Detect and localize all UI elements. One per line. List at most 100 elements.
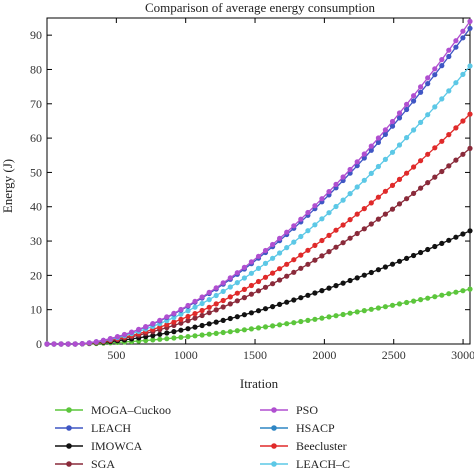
data-point (425, 81, 431, 87)
data-point (227, 275, 233, 281)
data-point (241, 312, 247, 318)
data-point (467, 228, 473, 234)
data-point (333, 181, 339, 187)
y-tick-label: 80 (30, 62, 42, 76)
data-point (389, 302, 396, 308)
data-point (432, 294, 438, 300)
data-point (121, 331, 128, 338)
data-point (326, 314, 332, 320)
data-point (460, 118, 466, 124)
legend-label: MOGA–Cuckoo (91, 403, 171, 417)
data-point (65, 341, 71, 347)
data-point (375, 267, 381, 273)
data-point (389, 149, 396, 155)
data-point (185, 334, 191, 340)
x-axis-title: Itration (240, 376, 279, 391)
data-point (305, 261, 311, 267)
legend-item: LEACH–C (260, 457, 350, 470)
data-point (326, 249, 332, 255)
data-point (382, 264, 388, 270)
data-point (157, 331, 163, 337)
data-point (213, 319, 219, 325)
data-point (171, 310, 177, 316)
data-point (178, 311, 184, 317)
data-point (354, 275, 360, 281)
data-point (107, 336, 113, 342)
data-point (298, 252, 304, 258)
data-point (347, 235, 353, 241)
data-point (326, 232, 332, 238)
data-point (418, 119, 424, 125)
data-point (411, 190, 417, 196)
data-point (333, 313, 339, 319)
data-point (319, 237, 325, 244)
x-tick-label: 2500 (382, 348, 406, 362)
data-point (270, 281, 276, 287)
data-point (467, 18, 473, 24)
data-point (361, 226, 367, 232)
data-point (270, 270, 276, 276)
data-point (382, 156, 388, 162)
data-point (213, 307, 219, 313)
data-point (305, 317, 311, 323)
data-point (305, 228, 311, 234)
data-point (248, 291, 254, 297)
data-point (319, 196, 325, 202)
data-point (354, 230, 360, 237)
data-point (270, 255, 276, 261)
legend-item: PSO (260, 403, 318, 417)
series-line (47, 27, 471, 345)
data-point (453, 44, 459, 50)
data-point (277, 235, 283, 241)
data-point (171, 319, 177, 325)
data-point (72, 341, 78, 347)
data-point (404, 255, 410, 261)
legend-label: LEACH–C (296, 457, 350, 470)
legend-swatch-marker (66, 443, 72, 449)
x-tick-label: 500 (107, 348, 125, 362)
data-point (319, 216, 325, 222)
data-point (213, 301, 219, 307)
data-point (439, 138, 445, 144)
series-line (47, 288, 471, 345)
data-point (460, 231, 466, 237)
data-point (432, 243, 438, 250)
data-point (333, 227, 339, 233)
data-point (241, 295, 247, 301)
data-point (291, 239, 297, 245)
legend-swatch-marker (271, 443, 277, 449)
data-point (291, 223, 297, 229)
data-point (58, 341, 64, 347)
data-point (298, 216, 304, 222)
data-point (411, 252, 417, 259)
x-tick-label: 3000 (451, 348, 474, 362)
data-point (368, 147, 374, 153)
data-point (227, 329, 233, 335)
data-point (404, 196, 410, 202)
data-point (354, 163, 360, 169)
data-point (418, 158, 424, 164)
series-layer (44, 18, 473, 347)
data-point (312, 257, 318, 263)
legend-swatch-marker (271, 407, 277, 413)
data-point (396, 110, 403, 116)
y-tick-label: 70 (30, 97, 42, 111)
data-point (234, 314, 240, 320)
data-point (262, 274, 269, 280)
data-point (432, 72, 438, 78)
legend-swatch-marker (271, 461, 277, 467)
data-point (425, 151, 431, 157)
data-point (305, 292, 311, 298)
data-point (446, 88, 452, 94)
x-tick-label: 1500 (243, 348, 267, 362)
data-point (347, 310, 353, 316)
data-point (312, 290, 318, 296)
data-point (425, 112, 431, 118)
data-point (361, 177, 367, 183)
data-point (298, 233, 304, 240)
data-point (432, 66, 438, 72)
data-point (467, 145, 473, 151)
data-point (375, 139, 381, 145)
data-point (439, 57, 445, 63)
data-point (185, 313, 191, 320)
